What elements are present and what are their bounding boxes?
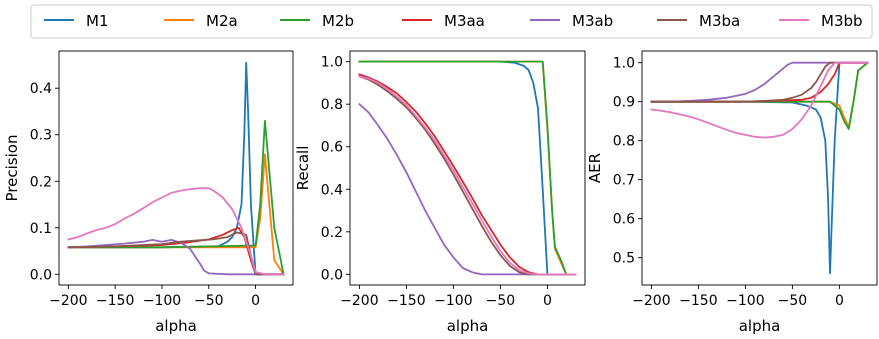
aer-series-m3ba-line (650, 61, 869, 103)
recall-series-m3ab-line (358, 102, 577, 276)
recall-y-tick-label: 1.0 (321, 55, 343, 71)
recall-y-tick-label: 0.2 (321, 225, 343, 241)
precision-y-tick-label: 0.1 (30, 221, 52, 237)
precision-y-axis-label: Precision (3, 135, 21, 202)
aer-series-m3bb-line (650, 61, 869, 139)
aer-x-tick-label: 0 (835, 293, 844, 309)
precision-series-m3ba-line (67, 231, 285, 276)
recall-series-m3aa-line (358, 73, 577, 276)
recall-x-tick-label: −200 (340, 293, 378, 309)
legend-label-m2b: M2b (322, 12, 354, 30)
legend-label-m3bb: M3bb (821, 12, 863, 30)
aer-series-m1-line (650, 61, 869, 275)
recall-axes-frame (349, 50, 586, 286)
recall-series-m2b-line (358, 60, 577, 276)
precision-axes-frame (58, 50, 294, 286)
recall-plot: −200 −150 −100 −50 0 0.0 0.2 0.4 0.6 0.8 1.0 alpha R… (294, 50, 586, 335)
precision-series-m3bb-line (67, 187, 285, 276)
precision-x-tick-label: −50 (194, 293, 224, 309)
aer-series-m3aa-line (650, 61, 869, 103)
precision-x-tick-label: −200 (49, 293, 87, 309)
recall-series-m3ba-line (358, 75, 577, 276)
precision-y-tick-label: 0.4 (30, 81, 52, 97)
aer-plot: −200 −150 −100 −50 0 0.5 0.6 0.7 0.8 0.9 1.0 alpha A… (586, 50, 878, 335)
recall-y-tick-label: 0.0 (321, 267, 343, 283)
aer-x-tick-label: −50 (778, 293, 808, 309)
recall-y-tick-label: 0.8 (321, 97, 343, 113)
precision-x-tick-label: −100 (143, 293, 181, 309)
aer-y-tick-label: 0.9 (613, 95, 635, 111)
precision-y-tick-label: 0.2 (30, 174, 52, 190)
recall-y-axis-label: Recall (294, 146, 312, 191)
legend-label-m3ab: M3ab (572, 12, 613, 30)
precision-plot: −200 −150 −100 −50 0 0.0 0.1 0.2 0.3 0.4 alpha Prec… (3, 50, 294, 335)
legend-box (30, 4, 873, 39)
aer-series-m3ab-line (650, 61, 869, 103)
precision-y-tick-label: 0.3 (30, 128, 52, 144)
aer-x-axis-label: alpha (739, 317, 781, 335)
recall-y-tick-label: 0.4 (321, 182, 343, 198)
precision-x-axis-label: alpha (155, 317, 197, 335)
aer-y-tick-label: 1.0 (613, 56, 635, 72)
recall-x-tick-label: −150 (387, 293, 425, 309)
precision-x-tick-label: 0 (251, 293, 260, 309)
recall-series-m3bb-line (358, 75, 577, 276)
recall-x-axis-label: alpha (447, 317, 489, 335)
recall-x-tick-label: 0 (543, 293, 552, 309)
legend-label-m3ba: M3ba (699, 12, 740, 30)
aer-y-tick-label: 0.6 (613, 212, 635, 228)
recall-x-tick-label: −50 (486, 293, 516, 309)
aer-y-tick-label: 0.8 (613, 134, 635, 150)
legend-label-m3aa: M3aa (444, 12, 485, 30)
aer-y-tick-label: 0.5 (613, 251, 635, 267)
precision-series-m3ab-line (67, 239, 285, 276)
precision-x-tick-label: −150 (96, 293, 134, 309)
aer-x-tick-label: −150 (679, 293, 717, 309)
precision-series-m3aa-line (67, 226, 285, 276)
aer-x-tick-label: −200 (632, 293, 670, 309)
aer-y-tick-label: 0.7 (613, 173, 635, 189)
aer-x-tick-label: −100 (726, 293, 764, 309)
legend-label-m1: M1 (86, 12, 109, 30)
legend: M1 M2a M2b M3aa M3ab M3ba M3bb (30, 4, 873, 39)
recall-y-tick-label: 0.6 (321, 140, 343, 156)
precision-y-tick-label: 0.0 (30, 267, 52, 283)
aer-axes-frame (641, 50, 878, 286)
precision-series-m2b-line (67, 119, 285, 276)
recall-x-tick-label: −100 (434, 293, 472, 309)
aer-y-axis-label: AER (586, 153, 604, 183)
legend-label-m2a: M2a (206, 12, 238, 30)
aer-series-m2b-line (650, 61, 869, 130)
